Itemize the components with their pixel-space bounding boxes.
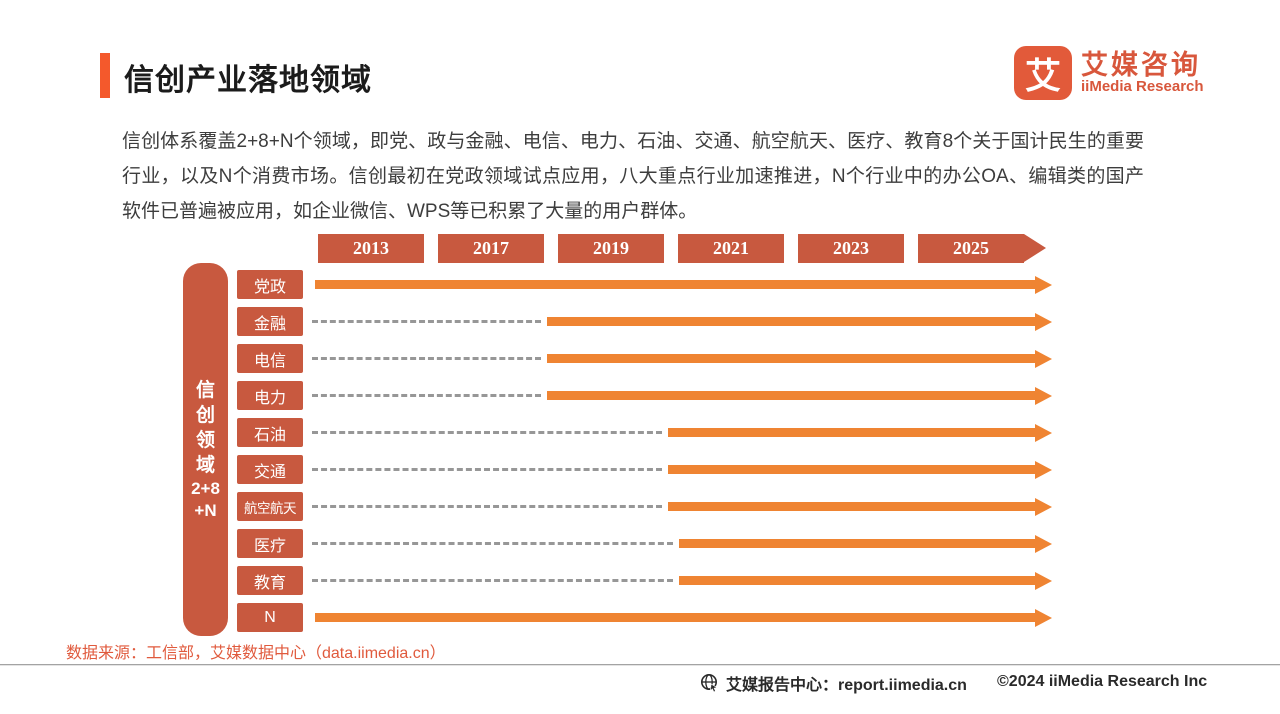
timeline-row-交通: 交通 [237, 451, 1052, 488]
arrow-bar [667, 428, 1036, 437]
row-track [310, 451, 1052, 488]
iimedia-logo: 艾 艾媒咨询 iiMedia Research [1014, 46, 1204, 100]
timeline-row-党政: 党政 [237, 266, 1052, 303]
row-label: 交通 [237, 455, 303, 484]
page-title: 信创产业落地领域 [124, 64, 372, 97]
arrow-head-icon [1035, 275, 1052, 294]
timeline-row-航空航天: 航空航天 [237, 488, 1052, 525]
row-track [310, 525, 1052, 562]
side-label-line: 2+8 [191, 478, 220, 498]
timeline-chart: 2013 2017 2019 2021 2023 2025 信创领域 2+8 +N 党政金融电… [183, 234, 1052, 636]
timeline-row-医疗: 医疗 [237, 525, 1052, 562]
row-track [310, 414, 1052, 451]
row-track [310, 303, 1052, 340]
footer-report-center: 艾媒报告中心：report.iimedia.cn [700, 671, 967, 695]
side-label-line: 信 [195, 379, 215, 401]
dashed-segment [312, 430, 662, 434]
dashed-segment [312, 319, 541, 323]
side-label-line: 域 [195, 454, 215, 476]
year-box-2013: 2013 [318, 234, 424, 263]
row-label: 医疗 [237, 529, 303, 558]
side-label-line: 领 [195, 429, 215, 451]
row-label: 金融 [237, 307, 303, 336]
dashed-segment [312, 541, 673, 545]
row-track [310, 562, 1052, 599]
arrow-bar [546, 391, 1036, 400]
row-track [310, 599, 1052, 636]
timeline-row-石油: 石油 [237, 414, 1052, 451]
row-label: 石油 [237, 418, 303, 447]
timeline-row-电信: 电信 [237, 340, 1052, 377]
intro-paragraph: 信创体系覆盖2+8+N个领域，即党、政与金融、电信、电力、石油、交通、航空航天、… [122, 131, 1144, 222]
year-box-2019: 2019 [558, 234, 664, 263]
row-track [310, 377, 1052, 414]
arrow-head-icon [1035, 608, 1052, 627]
arrow-bar [546, 354, 1036, 363]
side-label-bar: 信创领域 2+8 +N [183, 263, 228, 636]
timeline-row-N: N [237, 599, 1052, 636]
year-box-2021: 2021 [678, 234, 784, 263]
arrow-bar [678, 576, 1036, 585]
timeline-row-电力: 电力 [237, 377, 1052, 414]
arrow-head-icon [1035, 312, 1052, 331]
dashed-segment [312, 504, 662, 508]
row-track [310, 266, 1052, 303]
arrow-bar [315, 280, 1036, 289]
arrow-bar [667, 465, 1036, 474]
row-label: 党政 [237, 270, 303, 299]
row-track [310, 488, 1052, 525]
globe-cursor-icon [701, 674, 718, 693]
year-box-2017: 2017 [438, 234, 544, 263]
row-label: 电力 [237, 381, 303, 410]
arrow-head-icon [1035, 497, 1052, 516]
dashed-segment [312, 356, 541, 360]
row-label: 航空航天 [237, 492, 303, 521]
arrow-bar [546, 317, 1036, 326]
side-label-line: +N [194, 500, 217, 520]
chart-rows: 党政金融电信电力石油交通航空航天医疗教育 N [237, 266, 1052, 636]
arrow-bar [315, 613, 1036, 622]
arrow-head-icon [1035, 460, 1052, 479]
side-label-line: 创 [195, 404, 215, 426]
arrow-head-icon [1035, 386, 1052, 405]
footer-report-text: 艾媒报告中心：report.iimedia.cn [726, 677, 967, 694]
logo-text: 艾媒咨询 iiMedia Research [1081, 51, 1204, 95]
footer-copyright: ©2024 iiMedia Research Inc [997, 673, 1208, 690]
row-label: 电信 [237, 344, 303, 373]
title-accent-bar [100, 53, 110, 98]
year-box-2023: 2023 [798, 234, 904, 263]
arrow-head-icon [1035, 571, 1052, 590]
logo-name-en: iiMedia Research [1081, 78, 1204, 95]
arrow-head-icon [1035, 423, 1052, 442]
year-box-2025: 2025 [918, 234, 1046, 263]
dashed-segment [312, 393, 541, 397]
timeline-row-金融: 金融 [237, 303, 1052, 340]
arrow-head-icon [1035, 349, 1052, 368]
row-track [310, 340, 1052, 377]
dashed-segment [312, 467, 662, 471]
row-label: 教育 [237, 566, 303, 595]
arrow-head-icon [1035, 534, 1052, 553]
timeline-row-教育: 教育 [237, 562, 1052, 599]
logo-icon: 艾 [1014, 46, 1072, 100]
year-axis: 2013 2017 2019 2021 2023 2025 [318, 234, 1046, 263]
footer-divider [0, 664, 1280, 666]
row-label: N [237, 603, 303, 632]
arrow-bar [667, 502, 1036, 511]
logo-name-cn: 艾媒咨询 [1081, 50, 1201, 80]
data-source-note: 数据来源：工信部，艾媒数据中心（data.iimedia.cn） [66, 645, 446, 662]
dashed-segment [312, 578, 673, 582]
arrow-bar [678, 539, 1036, 548]
